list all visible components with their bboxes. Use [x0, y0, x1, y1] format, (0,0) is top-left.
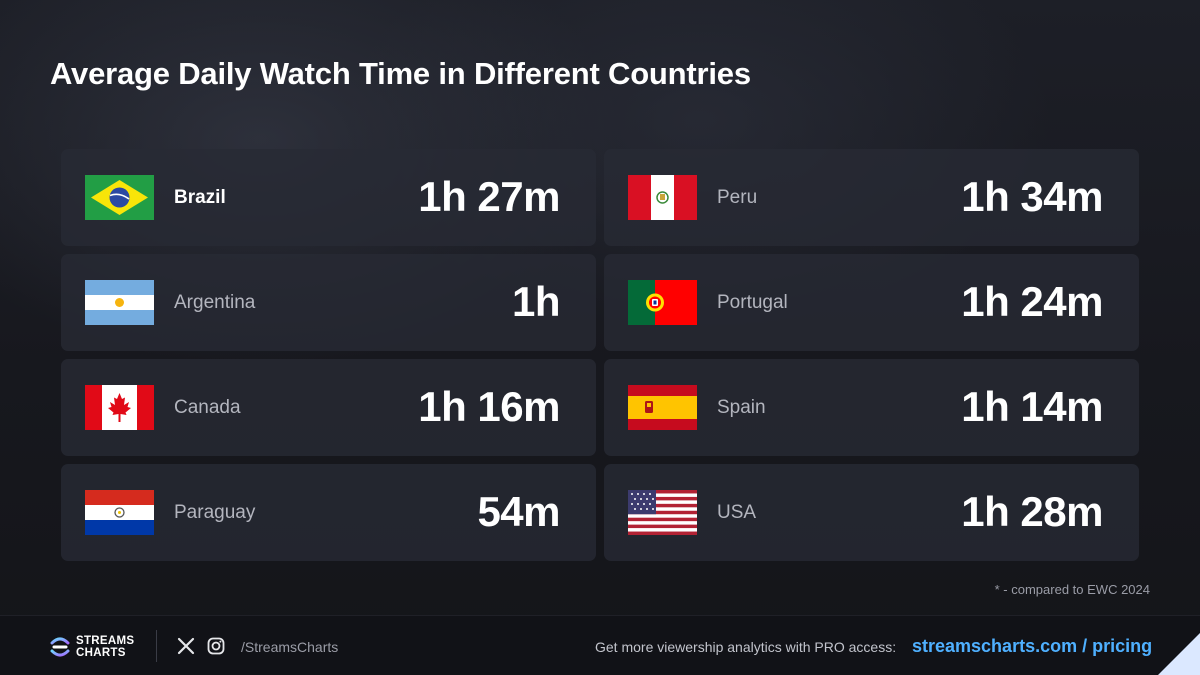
watch-time-value: 1h 14m	[961, 383, 1103, 430]
peru-flag-icon	[628, 175, 697, 220]
footer: STREAMS CHARTS /StreamsCharts Get more v…	[0, 615, 1200, 675]
country-grid: Brazil 1h 27m Peru 1h 34m Argentina 1h	[61, 149, 1139, 562]
logo-line-2: CHARTS	[76, 647, 126, 659]
watch-time-value: 1h 28m	[961, 488, 1103, 535]
country-name: Canada	[174, 397, 241, 418]
country-name: USA	[717, 502, 757, 523]
country-card-canada: Canada 1h 16m	[61, 359, 596, 456]
canada-flag-icon	[85, 385, 154, 430]
logo-line-1: STREAMS	[76, 635, 135, 647]
country-card-usa: USA 1h 28m	[604, 464, 1139, 561]
watch-time-value: 1h 34m	[961, 173, 1103, 220]
country-card-portugal: Portugal 1h 24m	[604, 254, 1139, 351]
corner-accent-icon	[1158, 633, 1200, 675]
country-card-spain: Spain 1h 14m	[604, 359, 1139, 456]
watch-time-value: 1h	[511, 278, 561, 325]
page-title: Average Daily Watch Time in Different Co…	[50, 56, 751, 91]
watch-time-value: 1h 16m	[418, 383, 560, 430]
footnote: * - compared to EWC 2024	[994, 582, 1150, 597]
watch-time-value: 1h 24m	[961, 278, 1103, 325]
usa-flag-icon	[628, 490, 697, 535]
watch-time-value: 54m	[477, 488, 560, 535]
streamscharts-logo-icon	[50, 637, 70, 657]
country-card-paraguay: Paraguay 54m	[61, 464, 596, 561]
country-name: Brazil	[174, 187, 226, 208]
spain-flag-icon	[628, 385, 697, 430]
footer-divider	[156, 630, 157, 662]
country-name: Spain	[717, 397, 766, 418]
brazil-flag-icon	[85, 175, 154, 220]
country-card-brazil: Brazil 1h 27m	[61, 149, 596, 246]
instagram-icon[interactable]	[207, 637, 225, 655]
country-name: Portugal	[717, 292, 788, 313]
pricing-link[interactable]: streamscharts.com / pricing	[912, 636, 1153, 656]
portugal-flag-icon	[628, 280, 697, 325]
country-card-peru: Peru 1h 34m	[604, 149, 1139, 246]
country-name: Peru	[717, 187, 758, 208]
x-icon[interactable]	[177, 637, 195, 655]
streamscharts-logo[interactable]: STREAMS CHARTS	[49, 634, 139, 662]
country-name: Argentina	[174, 292, 256, 313]
argentina-flag-icon	[85, 280, 154, 325]
watch-time-value: 1h 27m	[418, 173, 560, 220]
social-handle[interactable]: /StreamsCharts	[241, 639, 339, 655]
promo-text: Get more viewership analytics with PRO a…	[595, 639, 897, 655]
country-card-argentina: Argentina 1h	[61, 254, 596, 351]
country-name: Paraguay	[174, 502, 256, 523]
paraguay-flag-icon	[85, 490, 154, 535]
